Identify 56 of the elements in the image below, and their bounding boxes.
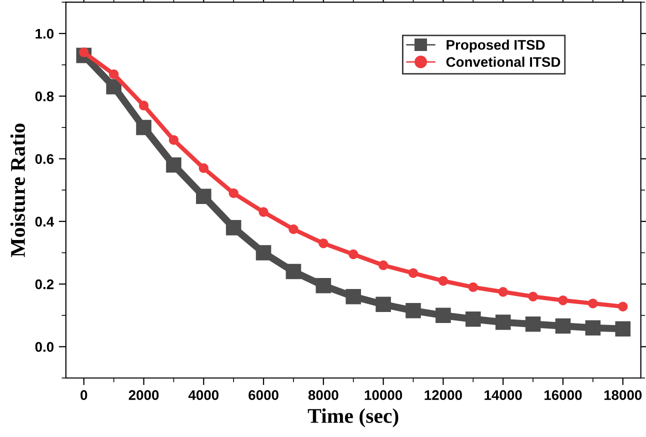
x-tick-label: 2000 xyxy=(128,390,159,400)
point xyxy=(168,135,179,145)
point xyxy=(226,220,242,236)
point xyxy=(136,120,152,136)
x-tick-label: 14000 xyxy=(484,390,522,400)
point xyxy=(558,295,568,306)
y-tick-label: 1.0 xyxy=(36,28,54,39)
point xyxy=(346,288,361,304)
point xyxy=(228,188,238,198)
point xyxy=(318,238,328,248)
y-tick-label: 0.6 xyxy=(35,154,54,164)
legend-label: Proposed ITSD xyxy=(446,40,545,53)
x-axis-title: Time (sec) xyxy=(308,408,398,428)
point xyxy=(555,318,571,334)
point xyxy=(376,296,391,312)
y-tick-label: 0.4 xyxy=(35,216,54,227)
x-tick-label: 0 xyxy=(80,390,88,400)
point xyxy=(528,292,538,302)
point xyxy=(438,276,448,286)
point xyxy=(468,282,478,292)
x-tick-label: 12000 xyxy=(424,390,462,400)
point xyxy=(198,163,208,174)
point xyxy=(615,321,631,336)
legend-label: Convetional ITSD xyxy=(446,56,560,67)
point xyxy=(196,188,212,204)
point xyxy=(406,303,421,318)
x-tick-label: 8000 xyxy=(308,390,338,400)
point xyxy=(258,207,268,217)
point xyxy=(408,268,418,278)
point xyxy=(166,157,182,173)
point xyxy=(348,249,358,260)
point xyxy=(436,308,451,324)
point xyxy=(138,100,149,110)
point xyxy=(378,260,388,270)
point xyxy=(495,314,511,330)
x-tick-label: 16000 xyxy=(544,390,582,400)
x-tick-label: 18000 xyxy=(604,390,642,400)
point xyxy=(618,302,628,312)
point xyxy=(466,311,481,327)
point xyxy=(286,264,302,280)
y-tick-label: 0.2 xyxy=(35,279,54,290)
point xyxy=(588,298,598,308)
y-tick-label: 0.0 xyxy=(35,342,54,352)
point xyxy=(316,278,332,294)
point xyxy=(585,320,601,336)
x-tick-label: 10000 xyxy=(364,390,402,400)
point xyxy=(288,224,298,234)
point xyxy=(108,69,119,80)
point xyxy=(256,245,272,260)
point xyxy=(498,287,508,297)
x-tick-label: 6000 xyxy=(248,390,278,400)
point xyxy=(525,316,541,332)
x-tick-label: 4000 xyxy=(188,390,219,400)
point xyxy=(106,79,122,94)
y-tick-label: 0.8 xyxy=(35,91,54,102)
y-axis-title: Moisture Ratio xyxy=(10,124,26,257)
